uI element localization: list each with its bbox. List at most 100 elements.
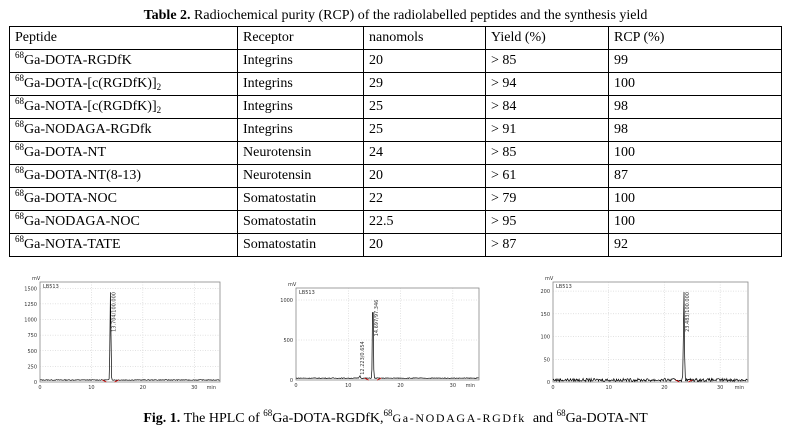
y-tick-label: 150 (540, 312, 550, 318)
peptide-name: Ga-DOTA-[c(RGDfK)] (24, 76, 157, 91)
baseline-marker (102, 379, 119, 383)
isotope: 68 (15, 234, 24, 244)
rcp-cell: 98 (608, 95, 782, 119)
receptor-cell: Somatostatin (237, 233, 364, 257)
x-tick-label: 30 (717, 385, 723, 391)
peptide-name: Ga-NODAGA-RGDfk (24, 122, 152, 137)
x-tick-label: 10 (88, 385, 94, 391)
minor-peak-label: 12.223/0.654 (360, 341, 366, 375)
y-tick-label: 1000 (24, 318, 37, 324)
receptor-cell: Integrins (237, 118, 364, 142)
x-tick-label: 0 (38, 385, 41, 391)
peptide-cell: 68Ga-DOTA-NOC (9, 187, 238, 211)
table-row: 68Ga-DOTA-[c(RGDfK)]2 Integrins 29 > 94 100 (9, 72, 782, 96)
table-label: Table 2. (143, 8, 191, 23)
y-tick-label: 500 (27, 349, 37, 355)
isotope: 68 (15, 188, 24, 198)
y-tick-label: 50 (544, 357, 550, 363)
isotope-3: 68 (556, 408, 566, 418)
isotope: 68 (15, 50, 24, 60)
receptor-cell: Somatostatin (237, 210, 364, 234)
isotope-2: 68 (383, 408, 393, 418)
x-unit: min (207, 385, 216, 391)
nanomols-cell: 20 (363, 233, 486, 257)
yield-cell: > 85 (485, 49, 609, 73)
receptor-cell: Integrins (237, 72, 364, 96)
figure-label: Fig. 1. (143, 411, 181, 426)
table-row: 68Ga-DOTA-RGDfK Integrins 20 > 85 99 (9, 49, 782, 73)
x-tick-label: 30 (450, 383, 456, 389)
peptide-cell: 68Ga-DOTA-NT (9, 141, 238, 165)
yield-cell: > 87 (485, 233, 609, 257)
x-unit: min (735, 385, 744, 391)
column-header: Yield (%) (485, 26, 609, 50)
peptide-cell: 68Ga-NOTA-TATE (9, 233, 238, 257)
peptide-name: Ga-DOTA-NT (24, 145, 107, 160)
peptide-cell: 68Ga-NODAGA-RGDfk (9, 118, 238, 142)
isotope: 68 (15, 119, 24, 129)
y-tick-label: 1000 (280, 298, 293, 304)
isotope: 68 (15, 165, 24, 175)
y-unit: mV (32, 276, 41, 282)
chromatogram-trace (39, 292, 220, 381)
table-row: 68Ga-DOTA-NOC Somatostatin 22 > 79 100 (9, 187, 782, 211)
figure-name-3: Ga-DOTA-NT (565, 411, 648, 426)
peptide-name: Ga-DOTA-RGDfK (24, 53, 132, 68)
isotope: 68 (15, 211, 24, 221)
isotope: 68 (15, 96, 24, 106)
y-tick-label: 100 (540, 335, 550, 341)
nanomols-cell: 24 (363, 141, 486, 165)
y-tick-label: 250 (27, 364, 37, 370)
peak-label: 14.697/97.346 (374, 300, 380, 337)
header-row: Peptide Receptor nanomols Yield (%) RCP (%) (9, 26, 782, 50)
receptor-cell: Integrins (237, 49, 364, 73)
table-title: Radiochemical purity (RCP) of the radiol… (194, 8, 648, 23)
rcp-cell: 92 (608, 233, 782, 257)
yield-cell: > 61 (485, 164, 609, 188)
table-row: 68Ga-DOTA-NT(8-13) Neurotensin 20 > 61 87 (9, 164, 782, 188)
column-header: nanomols (363, 26, 486, 50)
yield-cell: > 84 (485, 95, 609, 119)
nanomols-cell: 20 (363, 164, 486, 188)
table-row: 68Ga-NODAGA-RGDfk Integrins 25 > 91 98 (9, 118, 782, 142)
nanomols-cell: 25 (363, 118, 486, 142)
y-unit: mV (288, 282, 297, 288)
nanomols-cell: 20 (363, 49, 486, 73)
rcp-cell: 87 (608, 164, 782, 188)
yield-cell: > 79 (485, 187, 609, 211)
peptide-cell: 68Ga-DOTA-RGDfK (9, 49, 238, 73)
y-tick-label: 200 (540, 289, 550, 295)
y-tick-label: 1250 (24, 302, 37, 308)
column-header: Peptide (9, 26, 238, 50)
x-tick-label: 20 (140, 385, 146, 391)
table-row: 68Ga-NOTA-[c(RGDfK)]2 Integrins 25 > 84 98 (9, 95, 782, 119)
plot-frame (552, 281, 749, 383)
y-tick-label: 1500 (24, 286, 37, 292)
rcp-cell: 99 (608, 49, 782, 73)
peptide-cell: 68Ga-DOTA-NT(8-13) (9, 164, 238, 188)
baseline-marker (675, 379, 693, 383)
isotope-1: 68 (263, 408, 273, 418)
rcp-cell: 100 (608, 141, 782, 165)
yield-cell: > 91 (485, 118, 609, 142)
rcp-cell: 100 (608, 72, 782, 96)
x-unit: min (466, 383, 475, 389)
column-header: RCP (%) (608, 26, 782, 50)
sample-label: LB513 (556, 284, 572, 290)
y-tick-label: 0 (547, 380, 550, 386)
figure-caption: Fig. 1. The HPLC of 68Ga-DOTA-RGDfK,68Ga… (0, 408, 791, 427)
peptide-name: Ga-NOTA-[c(RGDfK)] (24, 99, 157, 114)
subscript: 2 (156, 82, 162, 92)
purity-table: Peptide Receptor nanomols Yield (%) RCP (%) 6… (9, 26, 782, 257)
sample-label: LB513 (43, 284, 59, 290)
receptor-cell: Neurotensin (237, 164, 364, 188)
y-unit: mV (545, 276, 554, 282)
x-tick-label: 20 (661, 385, 667, 391)
baseline-marker (364, 377, 382, 381)
rcp-cell: 100 (608, 210, 782, 234)
chromatogram-trace (552, 291, 748, 383)
column-header: Receptor (237, 26, 364, 50)
x-tick-label: 0 (294, 383, 297, 389)
